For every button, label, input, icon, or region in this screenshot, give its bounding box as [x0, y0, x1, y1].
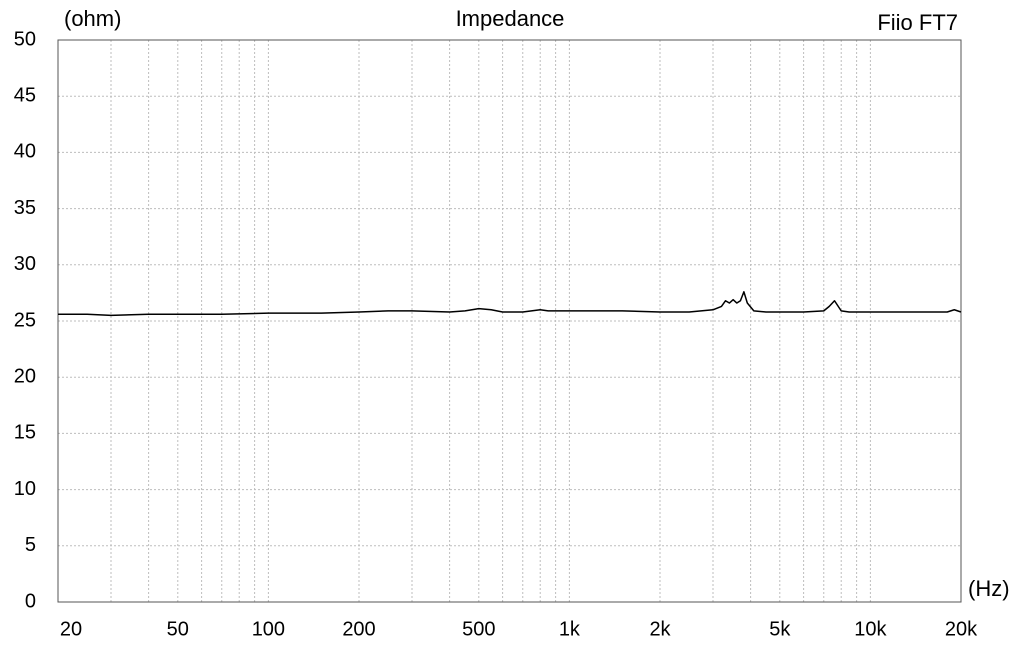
y-tick-label: 15: [14, 422, 36, 444]
y-tick-label: 35: [14, 197, 36, 219]
x-tick-label: 2k: [649, 618, 671, 640]
y-tick-label: 5: [25, 534, 36, 556]
y-tick-label: 30: [14, 253, 36, 275]
x-axis-label: (Hz): [968, 576, 1010, 601]
x-tick-label: 200: [342, 618, 375, 640]
chart-title: Impedance: [456, 6, 565, 31]
y-tick-label: 0: [25, 590, 36, 612]
x-tick-label: 50: [167, 618, 189, 640]
y-tick-label: 45: [14, 84, 36, 106]
x-tick-label: 500: [462, 618, 495, 640]
x-tick-label: 1k: [559, 618, 581, 640]
impedance-line: [58, 291, 962, 317]
y-axis-label: (ohm): [64, 6, 121, 31]
y-tick-label: 40: [14, 141, 36, 163]
plot-frame: [57, 39, 962, 603]
x-tick-label: 100: [252, 618, 285, 640]
y-tick-label: 50: [14, 28, 36, 50]
y-tick-label: 20: [14, 365, 36, 387]
y-tick-label: 25: [14, 309, 36, 331]
x-tick-label: 20: [60, 618, 82, 640]
x-tick-label: 20k: [945, 618, 978, 640]
x-tick-label: 10k: [854, 618, 887, 640]
annotation: Fiio FT7: [877, 10, 958, 35]
x-tick-label: 5k: [769, 618, 791, 640]
y-tick-label: 10: [14, 478, 36, 500]
